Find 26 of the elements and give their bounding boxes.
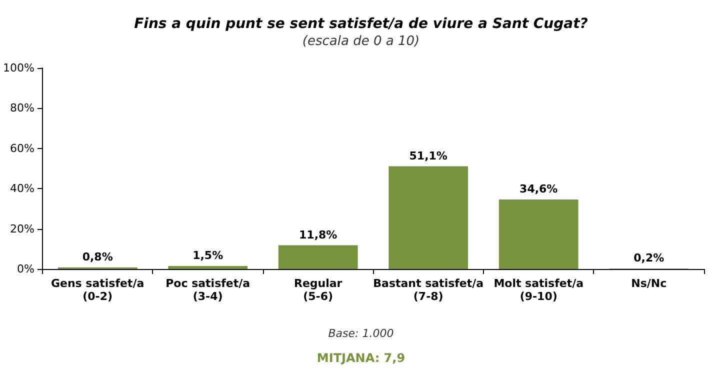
data-label: 34,6% [520,182,558,196]
x-tick-label: Ns/Nc [631,277,667,290]
text: Base: 1.000 [328,327,394,340]
chart-title: Fins a quin punt se sent satisfet/a de viure a Sant Cugat? [134,16,588,32]
x-tick-label: Molt satisfet/a (9-10) [494,277,584,303]
bar [498,199,578,269]
y-tick-label: 80% [10,102,34,115]
bar [168,266,248,269]
data-label: 11,8% [299,228,338,242]
y-tick-label: 40% [10,182,34,196]
x-tick-label: Gens satisfet/a (0-2) [50,277,144,303]
x-tick-label: Regular (5-6) [294,277,343,303]
data-label: 1,5% [192,248,224,262]
y-tick-label: 0% [16,262,34,276]
x-tick-label: Bastant satisfet/a (7-8) [373,277,484,303]
bar [278,245,358,269]
data-label: 0,2% [634,252,664,265]
bar [388,166,468,269]
y-tick-label: 100% [2,62,34,74]
data-label: 51,1% [409,149,448,162]
chart-subtitle: (escala de 0 a 10) [302,34,420,49]
text: MITJANA: 7,9 [316,351,406,365]
y-tick-label: 60% [10,142,34,155]
x-tick-label: Poc satisfet/a (3-4) [166,277,250,303]
y-tick-label: 20% [10,222,34,236]
data-label: 0,8% [82,250,113,264]
